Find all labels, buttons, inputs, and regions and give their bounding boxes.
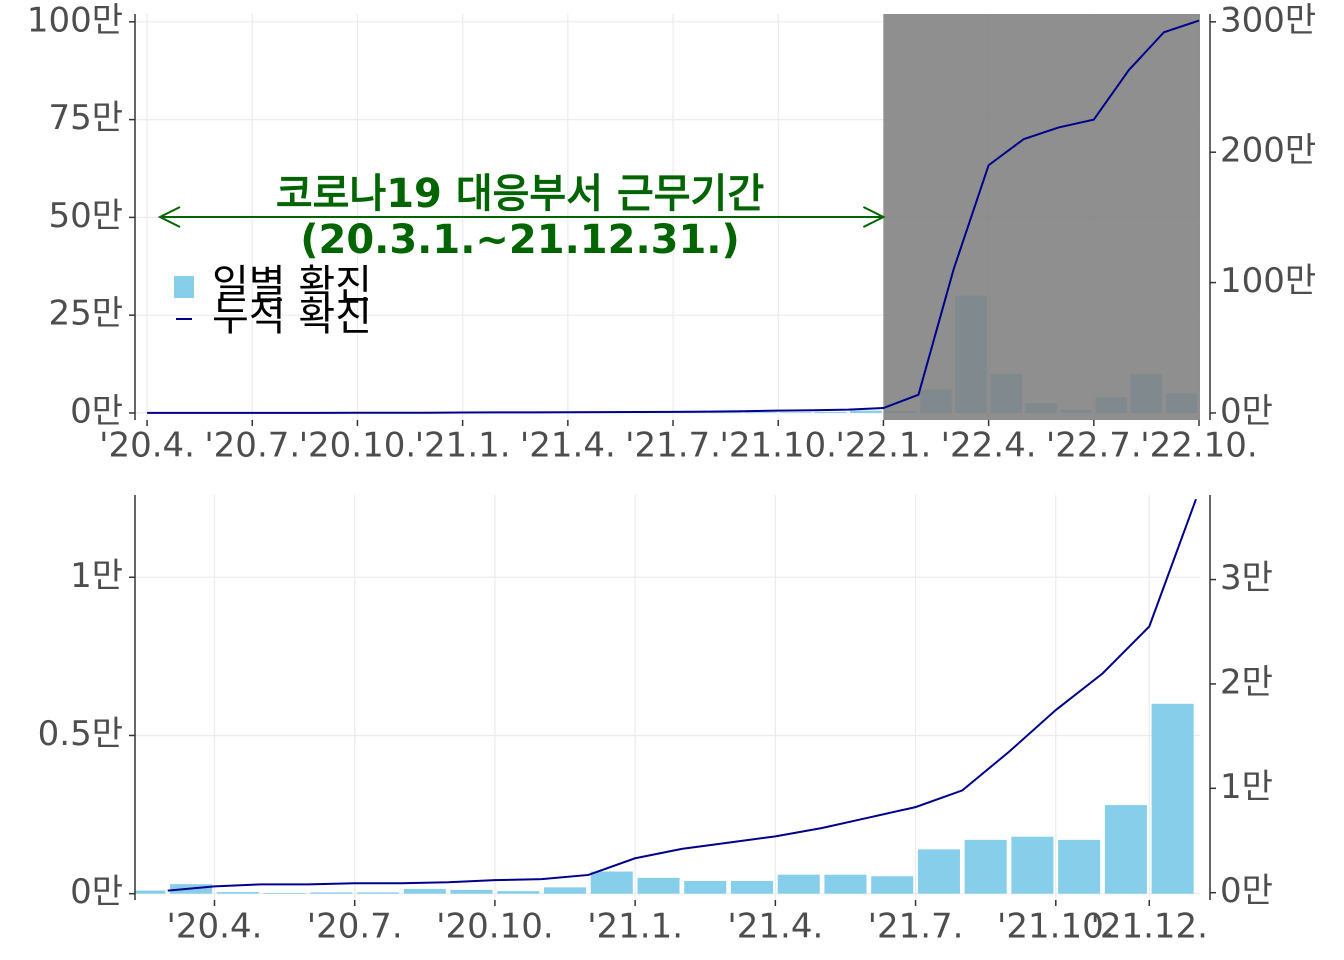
x-tick-label: '21.12. xyxy=(1091,907,1209,947)
x-tick-label: '20.7. xyxy=(204,426,300,466)
x-tick-label: '20.7. xyxy=(307,907,403,947)
x-tick-label: '21.1. xyxy=(415,426,511,466)
bar xyxy=(917,849,960,894)
legend-label: 일별 확진 xyxy=(212,262,372,308)
legend-swatch xyxy=(174,276,194,298)
y-tick-label: 0만 xyxy=(70,391,123,431)
shaded-period xyxy=(883,14,1200,420)
y-tick-label: 0만 xyxy=(70,872,123,912)
bar xyxy=(637,877,680,894)
bar xyxy=(964,839,1007,894)
bar xyxy=(871,876,914,894)
arrow-head xyxy=(157,206,181,228)
line xyxy=(147,19,1200,414)
y-tick-label: 50만 xyxy=(48,196,123,236)
x-tick-label: '20.10. xyxy=(299,426,417,466)
bar xyxy=(357,892,400,894)
y2-tick-label: 0만 xyxy=(1220,871,1273,911)
bar xyxy=(216,892,259,894)
x-tick-label: '22.4. xyxy=(941,426,1037,466)
x-tick-label: '21.7. xyxy=(868,907,964,947)
y-tick-label: 0.5만 xyxy=(38,714,123,754)
bar xyxy=(263,893,306,894)
bar xyxy=(1058,839,1101,894)
y2-tick-label: 300만 xyxy=(1220,0,1316,40)
y-tick-label: 100만 xyxy=(27,0,123,40)
y-tick-label: 1만 xyxy=(70,556,123,596)
bar xyxy=(497,891,540,894)
annotation-subtitle: (20.3.1.~21.12.31.) xyxy=(300,217,740,263)
x-tick-label: '20.4. xyxy=(99,426,195,466)
y2-tick-label: 1만 xyxy=(1220,767,1273,807)
y-tick-label: 75만 xyxy=(48,98,123,138)
bar xyxy=(310,892,353,894)
bar xyxy=(709,412,742,413)
y2-tick-label: 3만 xyxy=(1220,558,1273,598)
annotation-title: 코로나19 대응부서 근무기간 xyxy=(276,171,765,217)
x-tick-label: '22.1. xyxy=(835,426,931,466)
bar xyxy=(450,889,493,894)
bar xyxy=(403,888,446,894)
x-tick-label: '20.4. xyxy=(167,907,263,947)
y2-tick-label: 2만 xyxy=(1220,662,1273,702)
x-tick-label: '22.7. xyxy=(1046,426,1142,466)
y2-tick-label: 0만 xyxy=(1220,391,1273,431)
bar xyxy=(590,871,633,894)
x-tick-label: '21.7. xyxy=(625,426,721,466)
bar xyxy=(744,412,777,413)
legend-label: 누적 확진 xyxy=(212,294,372,340)
bar xyxy=(779,412,812,413)
bar xyxy=(684,881,727,894)
x-tick-label: '21.1. xyxy=(587,907,683,947)
bar xyxy=(1151,703,1194,894)
y2-tick-label: 100만 xyxy=(1220,261,1316,301)
x-tick-label: '21.10. xyxy=(997,907,1115,947)
bar xyxy=(135,890,166,894)
bar xyxy=(1011,836,1054,894)
bar xyxy=(777,874,820,894)
x-tick-label: '20.10. xyxy=(436,907,554,947)
y2-tick-label: 200만 xyxy=(1220,131,1316,171)
x-tick-label: '21.10. xyxy=(719,426,837,466)
bar xyxy=(730,881,774,894)
line xyxy=(167,498,1197,892)
bar xyxy=(815,411,847,413)
x-tick-label: '22.10. xyxy=(1140,426,1258,466)
bar xyxy=(824,874,867,894)
y-tick-label: 25만 xyxy=(48,294,123,334)
x-tick-label: '21.4. xyxy=(727,907,823,947)
arrow-head xyxy=(862,206,886,228)
bar xyxy=(543,887,587,894)
bar xyxy=(850,410,882,413)
x-tick-label: '21.4. xyxy=(520,426,616,466)
bar xyxy=(1104,805,1147,894)
